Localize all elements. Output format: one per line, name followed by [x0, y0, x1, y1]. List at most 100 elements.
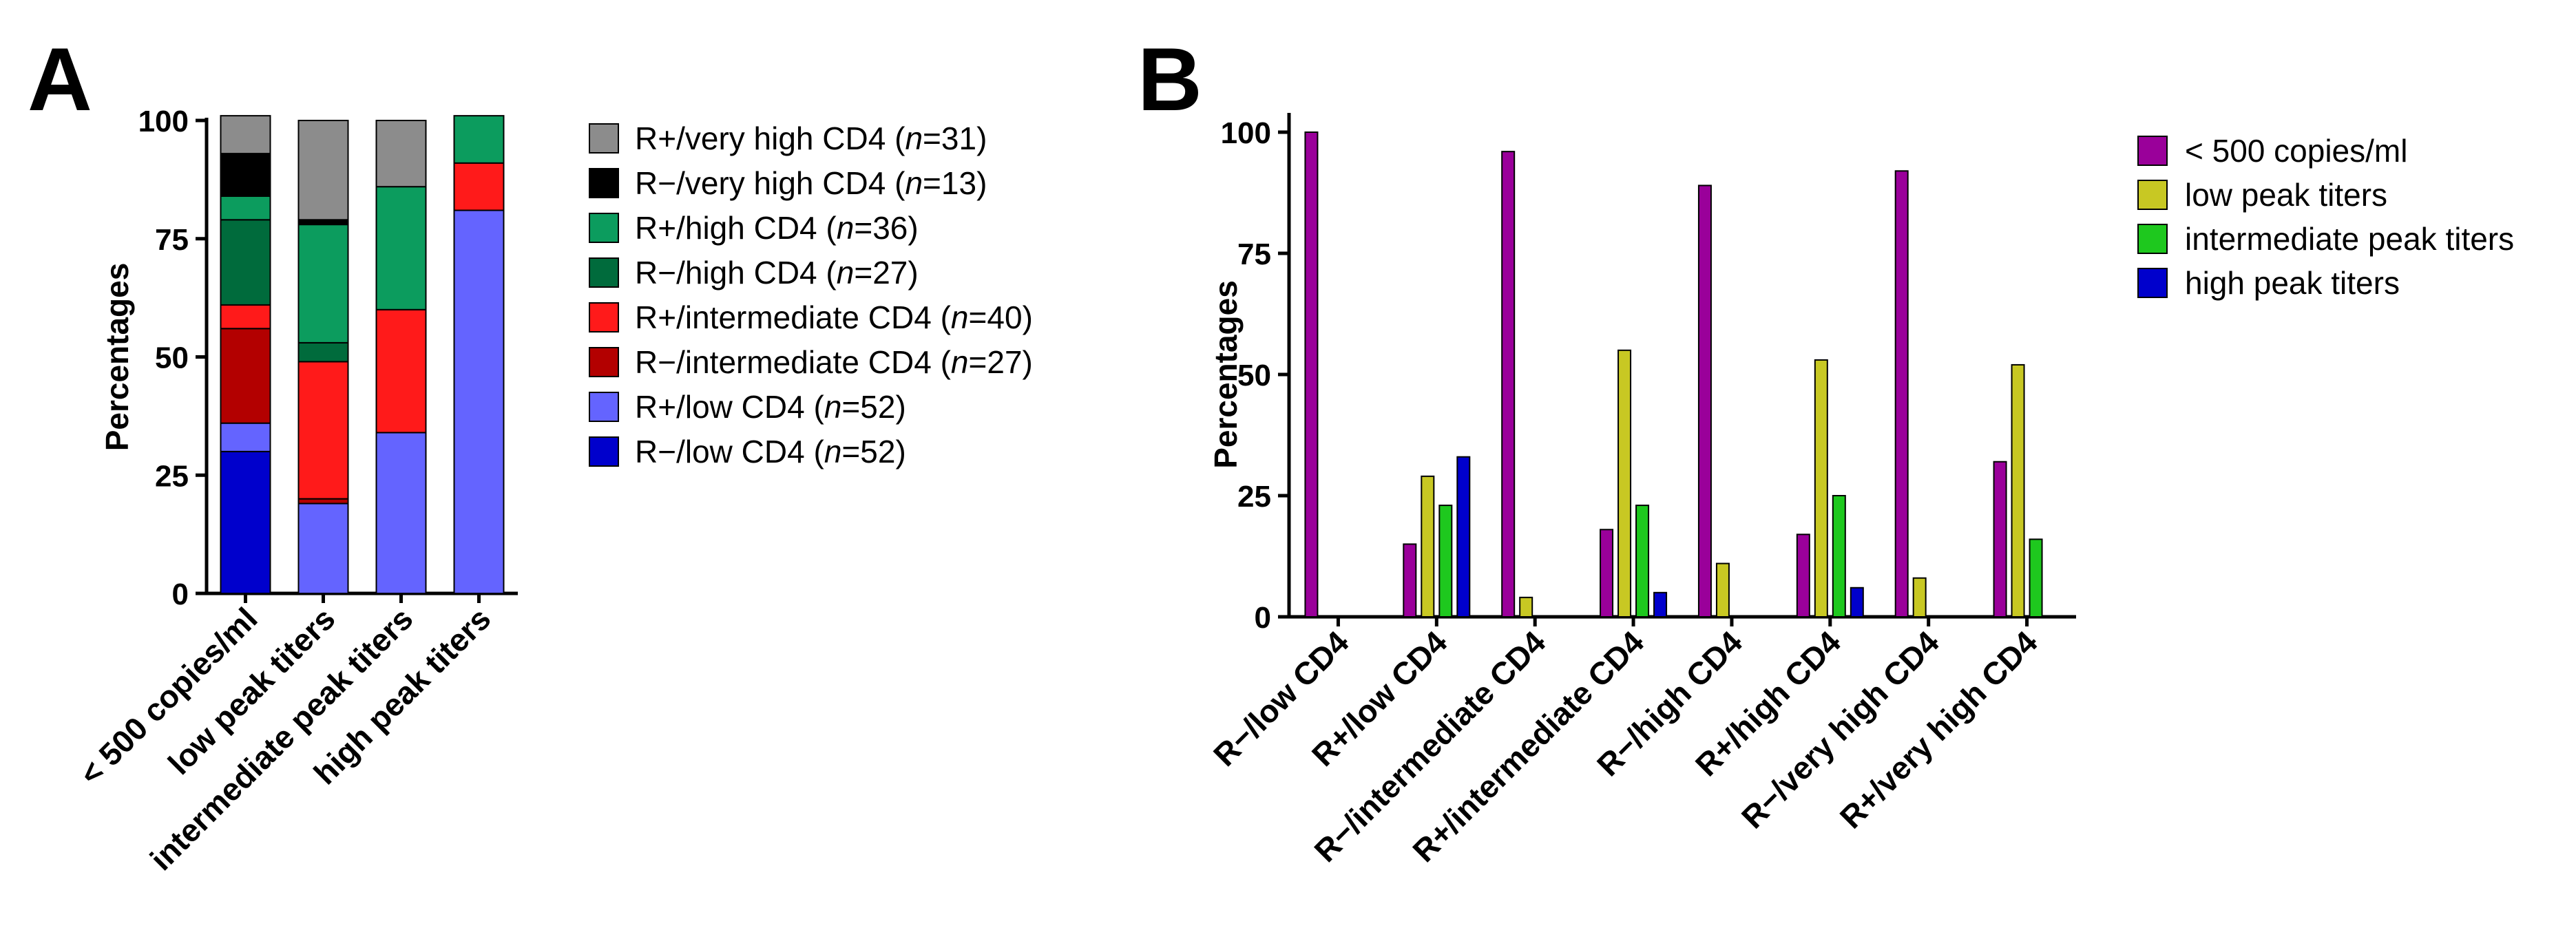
legend-b-label-high-peak-titers: high peak titers	[2185, 265, 2400, 301]
legend-a-label-name: R+/high CD4 (	[635, 210, 837, 246]
legend-a-label-count: =	[969, 299, 987, 335]
legend-b-label-low-peak-titers: low peak titers	[2185, 177, 2387, 213]
legend-a-label-name: R+/low CD4 (	[635, 389, 824, 425]
legend-a-label-name: R−/high CD4 (	[635, 255, 837, 291]
legend-a-label-name: R+/intermediate CD4 (	[635, 299, 952, 335]
legend-a-label-count-value: 27	[872, 255, 908, 291]
bar-r-low-cd4-low-peak-titers	[1421, 475, 1435, 618]
chart-b-y-tick-label: 100	[1221, 116, 1271, 150]
legend-a-swatch-r-high-cd4	[589, 213, 619, 243]
legend-a-label-count-value: 13	[941, 165, 976, 201]
bar-r-high-cd4-500-copies-ml	[1796, 534, 1810, 618]
chart-b-y-tick-label: 50	[1237, 359, 1271, 392]
legend-a-label-name: R+/very high CD4 (	[635, 120, 905, 156]
legend-a-label-count-value: 36	[872, 210, 908, 246]
bar-low-peak-titers-r-intermediate-cd4	[297, 361, 349, 500]
legend-a-label-r-low-cd4: R−/low CD4 (n=52)	[635, 434, 906, 469]
bar-low-peak-titers-r-high-cd4	[297, 341, 349, 363]
chart-b-y-tick-label: 75	[1237, 237, 1271, 271]
legend-a-swatch-r-intermediate-cd4	[589, 347, 619, 377]
chart-b-y-tick-label: 0	[1255, 601, 1271, 635]
legend-b-swatch-intermediate-peak-titers	[2137, 224, 2168, 254]
bar-r-low-cd4-500-copies-ml	[1403, 543, 1417, 618]
legend-b-swatch-high-peak-titers	[2137, 268, 2168, 298]
bar-low-peak-titers-r-very-high-cd4	[297, 219, 349, 226]
legend-a-label-n: n	[837, 255, 855, 291]
bar-high-peak-titers-r-low-cd4	[453, 209, 505, 594]
bar-500-copies-ml-r-high-cd4	[220, 219, 271, 306]
bar-low-peak-titers-r-low-cd4	[297, 503, 349, 594]
legend-a-label-r-very-high-cd4: R+/very high CD4 (n=31)	[635, 120, 987, 156]
bar-r-intermediate-cd4-intermediate-peak-titers	[1635, 505, 1650, 618]
legend-a-label-text: R−/high CD4	[635, 255, 817, 291]
bar-intermediate-peak-titers-r-high-cd4	[375, 186, 427, 310]
bar-intermediate-peak-titers-r-low-cd4	[375, 432, 427, 594]
legend-b-label-500-copies-ml: < 500 copies/ml	[2185, 133, 2407, 169]
legend-a-label-count: =	[841, 389, 860, 425]
bar-r-very-high-cd4-500-copies-ml	[1894, 170, 1909, 618]
legend-a-swatch-r-very-high-cd4	[589, 123, 619, 154]
legend-a-label-text: R+/high CD4	[635, 210, 817, 246]
legend-a-label-r-intermediate-cd4: R−/intermediate CD4 (n=27)	[635, 344, 1033, 380]
bar-500-copies-ml-r-low-cd4	[220, 422, 271, 452]
bar-r-intermediate-cd4-low-peak-titers	[1519, 596, 1533, 618]
legend-b-label-intermediate-peak-titers: intermediate peak titers	[2185, 221, 2514, 257]
bar-r-very-high-cd4-low-peak-titers	[1912, 577, 1927, 618]
legend-a-swatch-r-low-cd4	[589, 392, 619, 422]
chart-a-y-tick-label: 50	[155, 341, 189, 375]
chart-a-y-tick-label: 100	[138, 105, 189, 138]
legend-a-label-count: =	[841, 434, 860, 469]
bar-r-low-cd4-500-copies-ml	[1304, 131, 1319, 618]
bar-r-high-cd4-500-copies-ml	[1697, 184, 1712, 618]
bar-r-very-high-cd4-500-copies-ml	[1993, 461, 2007, 618]
legend-a-label-count: =	[923, 120, 941, 156]
legend-a-label-r-intermediate-cd4: R+/intermediate CD4 (n=40)	[635, 299, 1033, 335]
legend-a-swatch-r-high-cd4	[589, 257, 619, 288]
bar-r-very-high-cd4-intermediate-peak-titers	[2029, 538, 2043, 618]
legend-a-label-name: R−/very high CD4 (	[635, 165, 905, 201]
legend-a-label-n: n	[824, 434, 842, 469]
legend-a-label-r-very-high-cd4: R−/very high CD4 (n=13)	[635, 165, 987, 201]
bar-high-peak-titers-r-high-cd4	[453, 115, 505, 164]
legend-a-label-n: n	[951, 299, 969, 335]
legend-a-swatch-r-intermediate-cd4	[589, 302, 619, 332]
panel-label-b: B	[1138, 29, 1202, 129]
bar-r-intermediate-cd4-500-copies-ml	[1600, 529, 1614, 618]
legend-a-label-n: n	[837, 210, 855, 246]
legend-a-label-name: R−/intermediate CD4 (	[635, 344, 952, 380]
legend-a-label-count: =	[854, 255, 872, 291]
bar-500-copies-ml-r-very-high-cd4	[220, 153, 271, 197]
legend-a-label-r-high-cd4: R−/high CD4 (n=27)	[635, 255, 919, 291]
panel-label-a: A	[28, 29, 92, 129]
bar-500-copies-ml-r-intermediate-cd4	[220, 328, 271, 424]
legend-a-label-count-value: 52	[860, 389, 895, 425]
bar-500-copies-ml-r-low-cd4	[220, 450, 271, 595]
bar-r-high-cd4-intermediate-peak-titers	[1832, 495, 1846, 618]
legend-a-label-text: R−/very high CD4	[635, 165, 886, 201]
legend-a-label-r-low-cd4: R+/low CD4 (n=52)	[635, 389, 906, 425]
bar-r-low-cd4-high-peak-titers	[1456, 456, 1471, 618]
bar-r-high-cd4-high-peak-titers	[1850, 587, 1864, 618]
legend-a-label-count-value: 52	[860, 434, 895, 469]
legend-a-swatch-r-low-cd4	[589, 436, 619, 467]
bar-r-very-high-cd4-low-peak-titers	[2011, 363, 2025, 618]
legend-a-swatch-r-very-high-cd4	[589, 168, 619, 198]
bar-r-intermediate-cd4-500-copies-ml	[1501, 151, 1516, 618]
legend-a-label-text: R−/low CD4	[635, 434, 805, 469]
bar-high-peak-titers-r-intermediate-cd4	[453, 162, 505, 211]
bar-r-low-cd4-intermediate-peak-titers	[1438, 505, 1453, 618]
legend-a-label-text: R+/very high CD4	[635, 120, 886, 156]
legend-a-label-n: n	[905, 165, 923, 201]
legend-a-label-n: n	[824, 389, 842, 425]
legend-a-label-n: n	[951, 344, 969, 380]
legend-b-swatch-500-copies-ml	[2137, 136, 2168, 166]
chart-b-y-tick-label: 25	[1237, 480, 1271, 514]
bar-intermediate-peak-titers-r-very-high-cd4	[375, 120, 427, 188]
legend-a-label-count-value: 31	[941, 120, 976, 156]
bar-low-peak-titers-r-very-high-cd4	[297, 120, 349, 221]
legend-a-label-count: =	[923, 165, 941, 201]
chart-b-y-axis-title: Percentages	[1208, 280, 1244, 469]
bar-r-high-cd4-low-peak-titers	[1715, 562, 1730, 618]
